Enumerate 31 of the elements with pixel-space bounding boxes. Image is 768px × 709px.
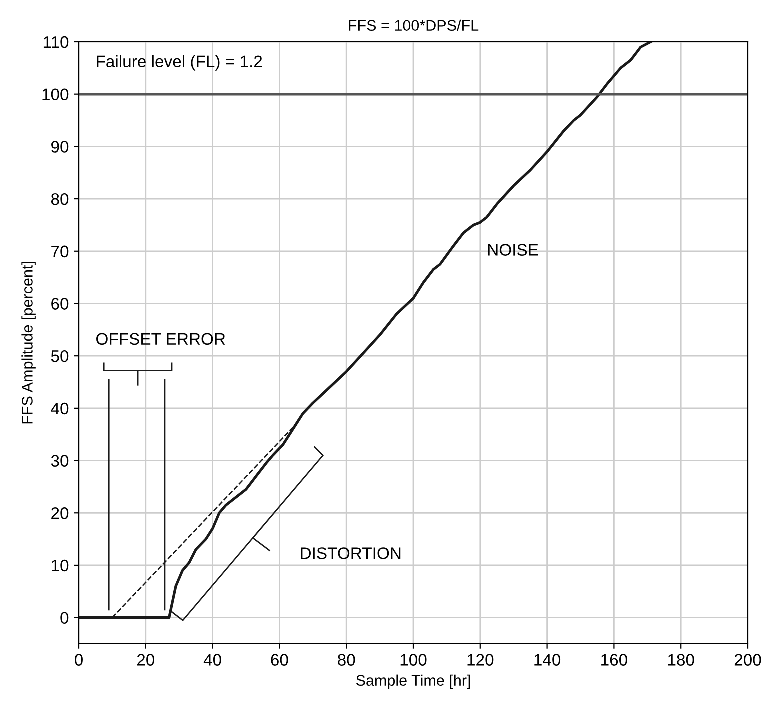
annotation: NOISE [488, 244, 538, 256]
y-tick-label: 40 [51, 402, 69, 415]
x-tick-label: 0 [75, 654, 83, 666]
y-tick-label: 10 [52, 560, 69, 572]
y-axis-title: FFS Amplitude [percent] [22, 262, 36, 424]
y-tick-label: 100 [42, 88, 69, 101]
y-tick-label: 90 [52, 141, 69, 153]
y-tick-label: 0 [60, 612, 69, 624]
x-tick-label: 60 [271, 654, 288, 666]
x-tick-label: 100 [400, 654, 427, 666]
y-tick-label: 20 [52, 508, 69, 520]
y-tick-label: 80 [51, 193, 69, 206]
annotation: Failure level (FL) = 1.2 [97, 55, 262, 71]
y-tick-label: 50 [51, 350, 69, 362]
y-tick-label: 30 [51, 455, 69, 467]
annotation: DISTORTION [301, 548, 401, 560]
y-tick-label: 70 [52, 246, 69, 258]
x-tick-label: 180 [668, 654, 694, 666]
x-tick-label: 40 [204, 654, 222, 666]
x-tick-label: 160 [602, 654, 628, 666]
y-tick-label: 60 [52, 298, 69, 310]
line-series [79, 42, 652, 620]
chart-title: FFS = 100*DPS/FL [349, 20, 479, 32]
x-axis-title: Sample Time [hr] [356, 674, 470, 690]
annotation: OFFSET ERROR [96, 333, 226, 346]
x-tick-label: 140 [534, 654, 561, 666]
x-tick-label: 20 [137, 654, 155, 666]
y-tick-label: 110 [44, 36, 69, 48]
x-tick-label: 200 [734, 654, 762, 666]
x-tick-label: 120 [468, 654, 494, 666]
x-tick-label: 80 [338, 654, 356, 666]
